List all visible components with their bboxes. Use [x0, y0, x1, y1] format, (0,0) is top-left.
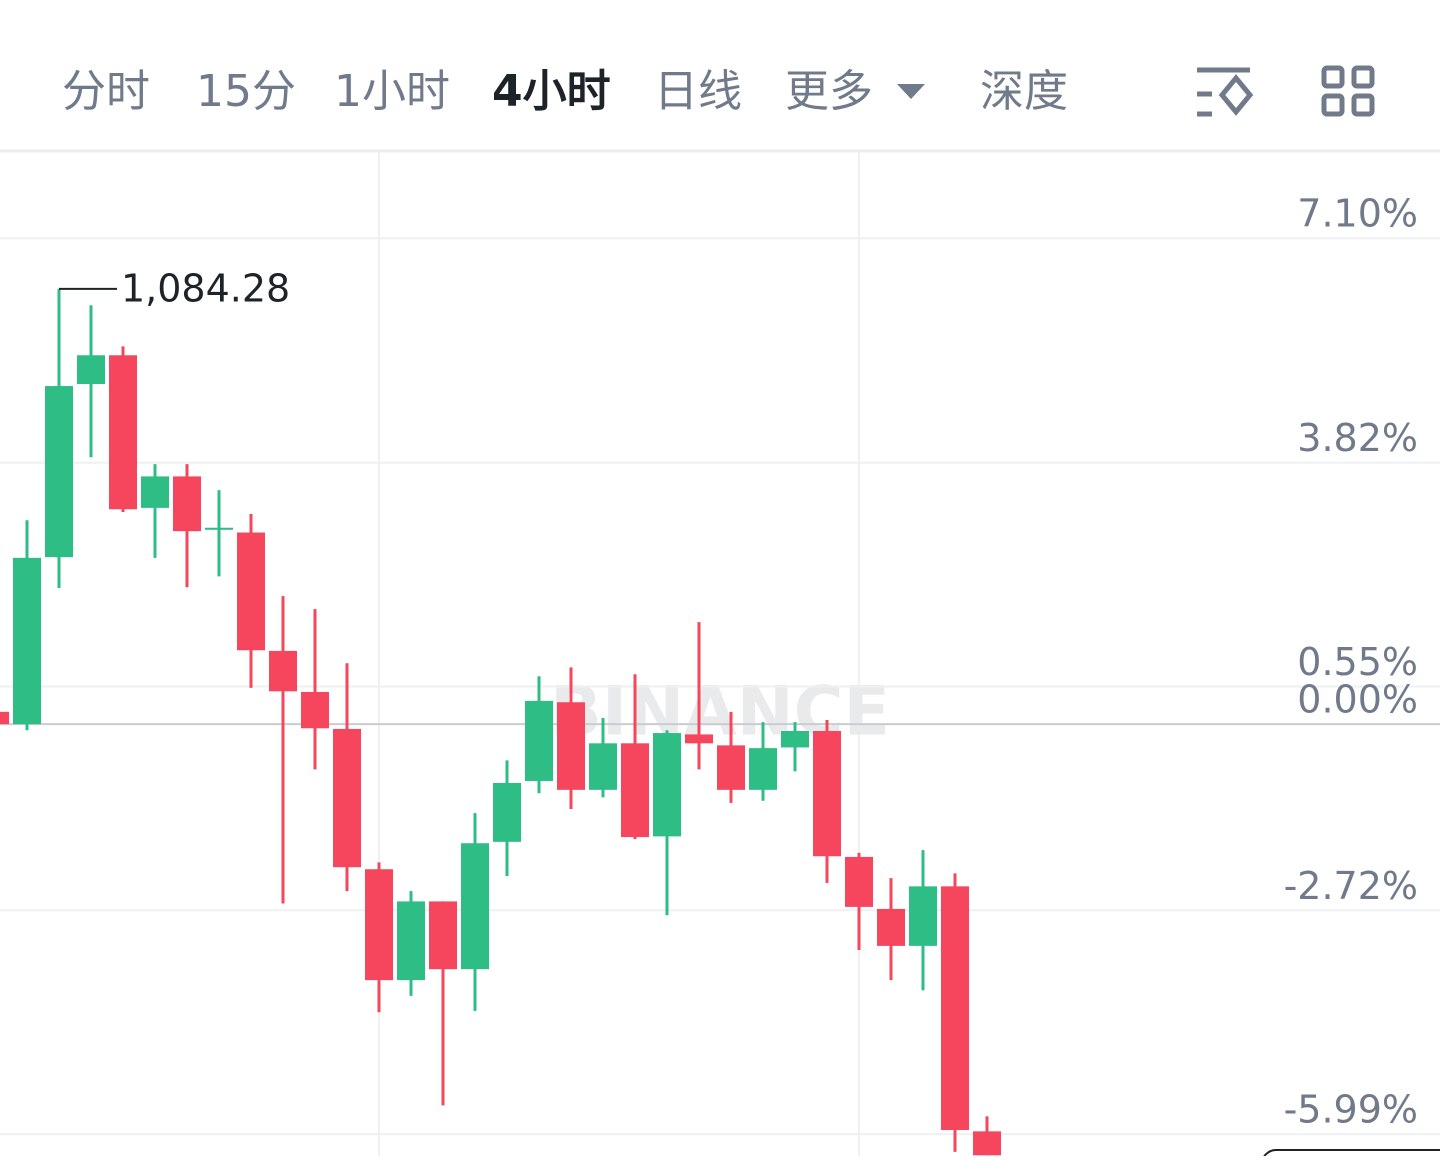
- candle-body: [45, 386, 73, 558]
- candle-body: [493, 783, 521, 842]
- candle-body: [365, 869, 393, 981]
- candle-body: [269, 650, 297, 692]
- candle-body: [173, 476, 201, 532]
- y-tick-label: -2.72%: [1284, 864, 1418, 908]
- candle-body: [109, 355, 137, 510]
- candle-body: [141, 476, 169, 508]
- candle-body: [813, 730, 841, 857]
- candle-body: [237, 532, 265, 651]
- candle-body: [397, 901, 425, 981]
- y-tick-label: 0.55%: [1297, 640, 1418, 684]
- tab[interactable]: 日线: [654, 66, 742, 117]
- candle-body: [781, 730, 809, 748]
- candle-body: [909, 886, 937, 946]
- candles: [0, 288, 1001, 1156]
- tab[interactable]: 更多: [785, 66, 873, 117]
- candle-body: [877, 908, 905, 946]
- candle-body: [13, 557, 41, 725]
- high-label: 1,084.28: [121, 266, 290, 310]
- tab[interactable]: 深度: [980, 66, 1068, 117]
- candle-body: [653, 733, 681, 837]
- candle-body: [77, 355, 105, 385]
- candle-body: [941, 886, 969, 1130]
- y-tick-label: -5.99%: [1284, 1088, 1418, 1132]
- tab-bar: 分时 15分 1小时 4小时 日线 更多 深度: [62, 66, 1068, 117]
- tab[interactable]: 15分: [196, 66, 296, 117]
- candle-body: [717, 745, 745, 790]
- candle-body: [749, 748, 777, 790]
- candle-body: [429, 901, 457, 970]
- candle-body: [525, 700, 553, 781]
- candle-body: [461, 843, 489, 970]
- tab[interactable]: 4小时: [492, 66, 611, 117]
- settings-icon[interactable]: [1197, 67, 1254, 117]
- price-tag: [1261, 1149, 1440, 1160]
- candle-body: [845, 856, 873, 907]
- y-tick-label: 3.82%: [1297, 416, 1418, 460]
- candle-body: [0, 711, 9, 725]
- y-tick-label: 7.10%: [1297, 192, 1418, 236]
- tab[interactable]: 分时: [62, 66, 150, 117]
- candle-body: [685, 734, 713, 744]
- candle-body: [589, 743, 617, 790]
- dropdown-arrow[interactable]: [897, 84, 925, 99]
- layout-icon[interactable]: [1321, 65, 1375, 117]
- candle-body: [557, 702, 585, 790]
- tab[interactable]: 1小时: [334, 66, 450, 117]
- y-tick-label: 0.00%: [1297, 678, 1418, 722]
- candle-body: [333, 728, 361, 868]
- candle-body: [205, 527, 233, 530]
- candle-body: [301, 691, 329, 729]
- chart: BINANCE7.10%3.82%0.55%0.00%-2.72%-5.99%1…: [0, 192, 1440, 1156]
- candle-body: [973, 1131, 1001, 1156]
- candle-body: [621, 743, 649, 838]
